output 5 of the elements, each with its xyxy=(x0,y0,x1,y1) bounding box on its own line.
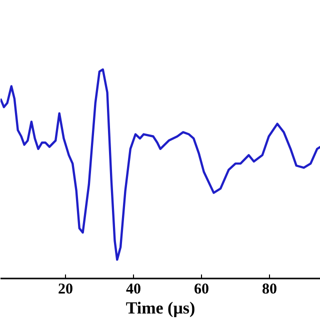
x-tick-label: 60 xyxy=(194,282,209,298)
x-tick-label: 80 xyxy=(262,282,277,298)
x-tick-label: 40 xyxy=(126,282,141,298)
x-tick-label: 20 xyxy=(58,282,73,298)
x-axis-title: Time (μs) xyxy=(126,298,196,318)
